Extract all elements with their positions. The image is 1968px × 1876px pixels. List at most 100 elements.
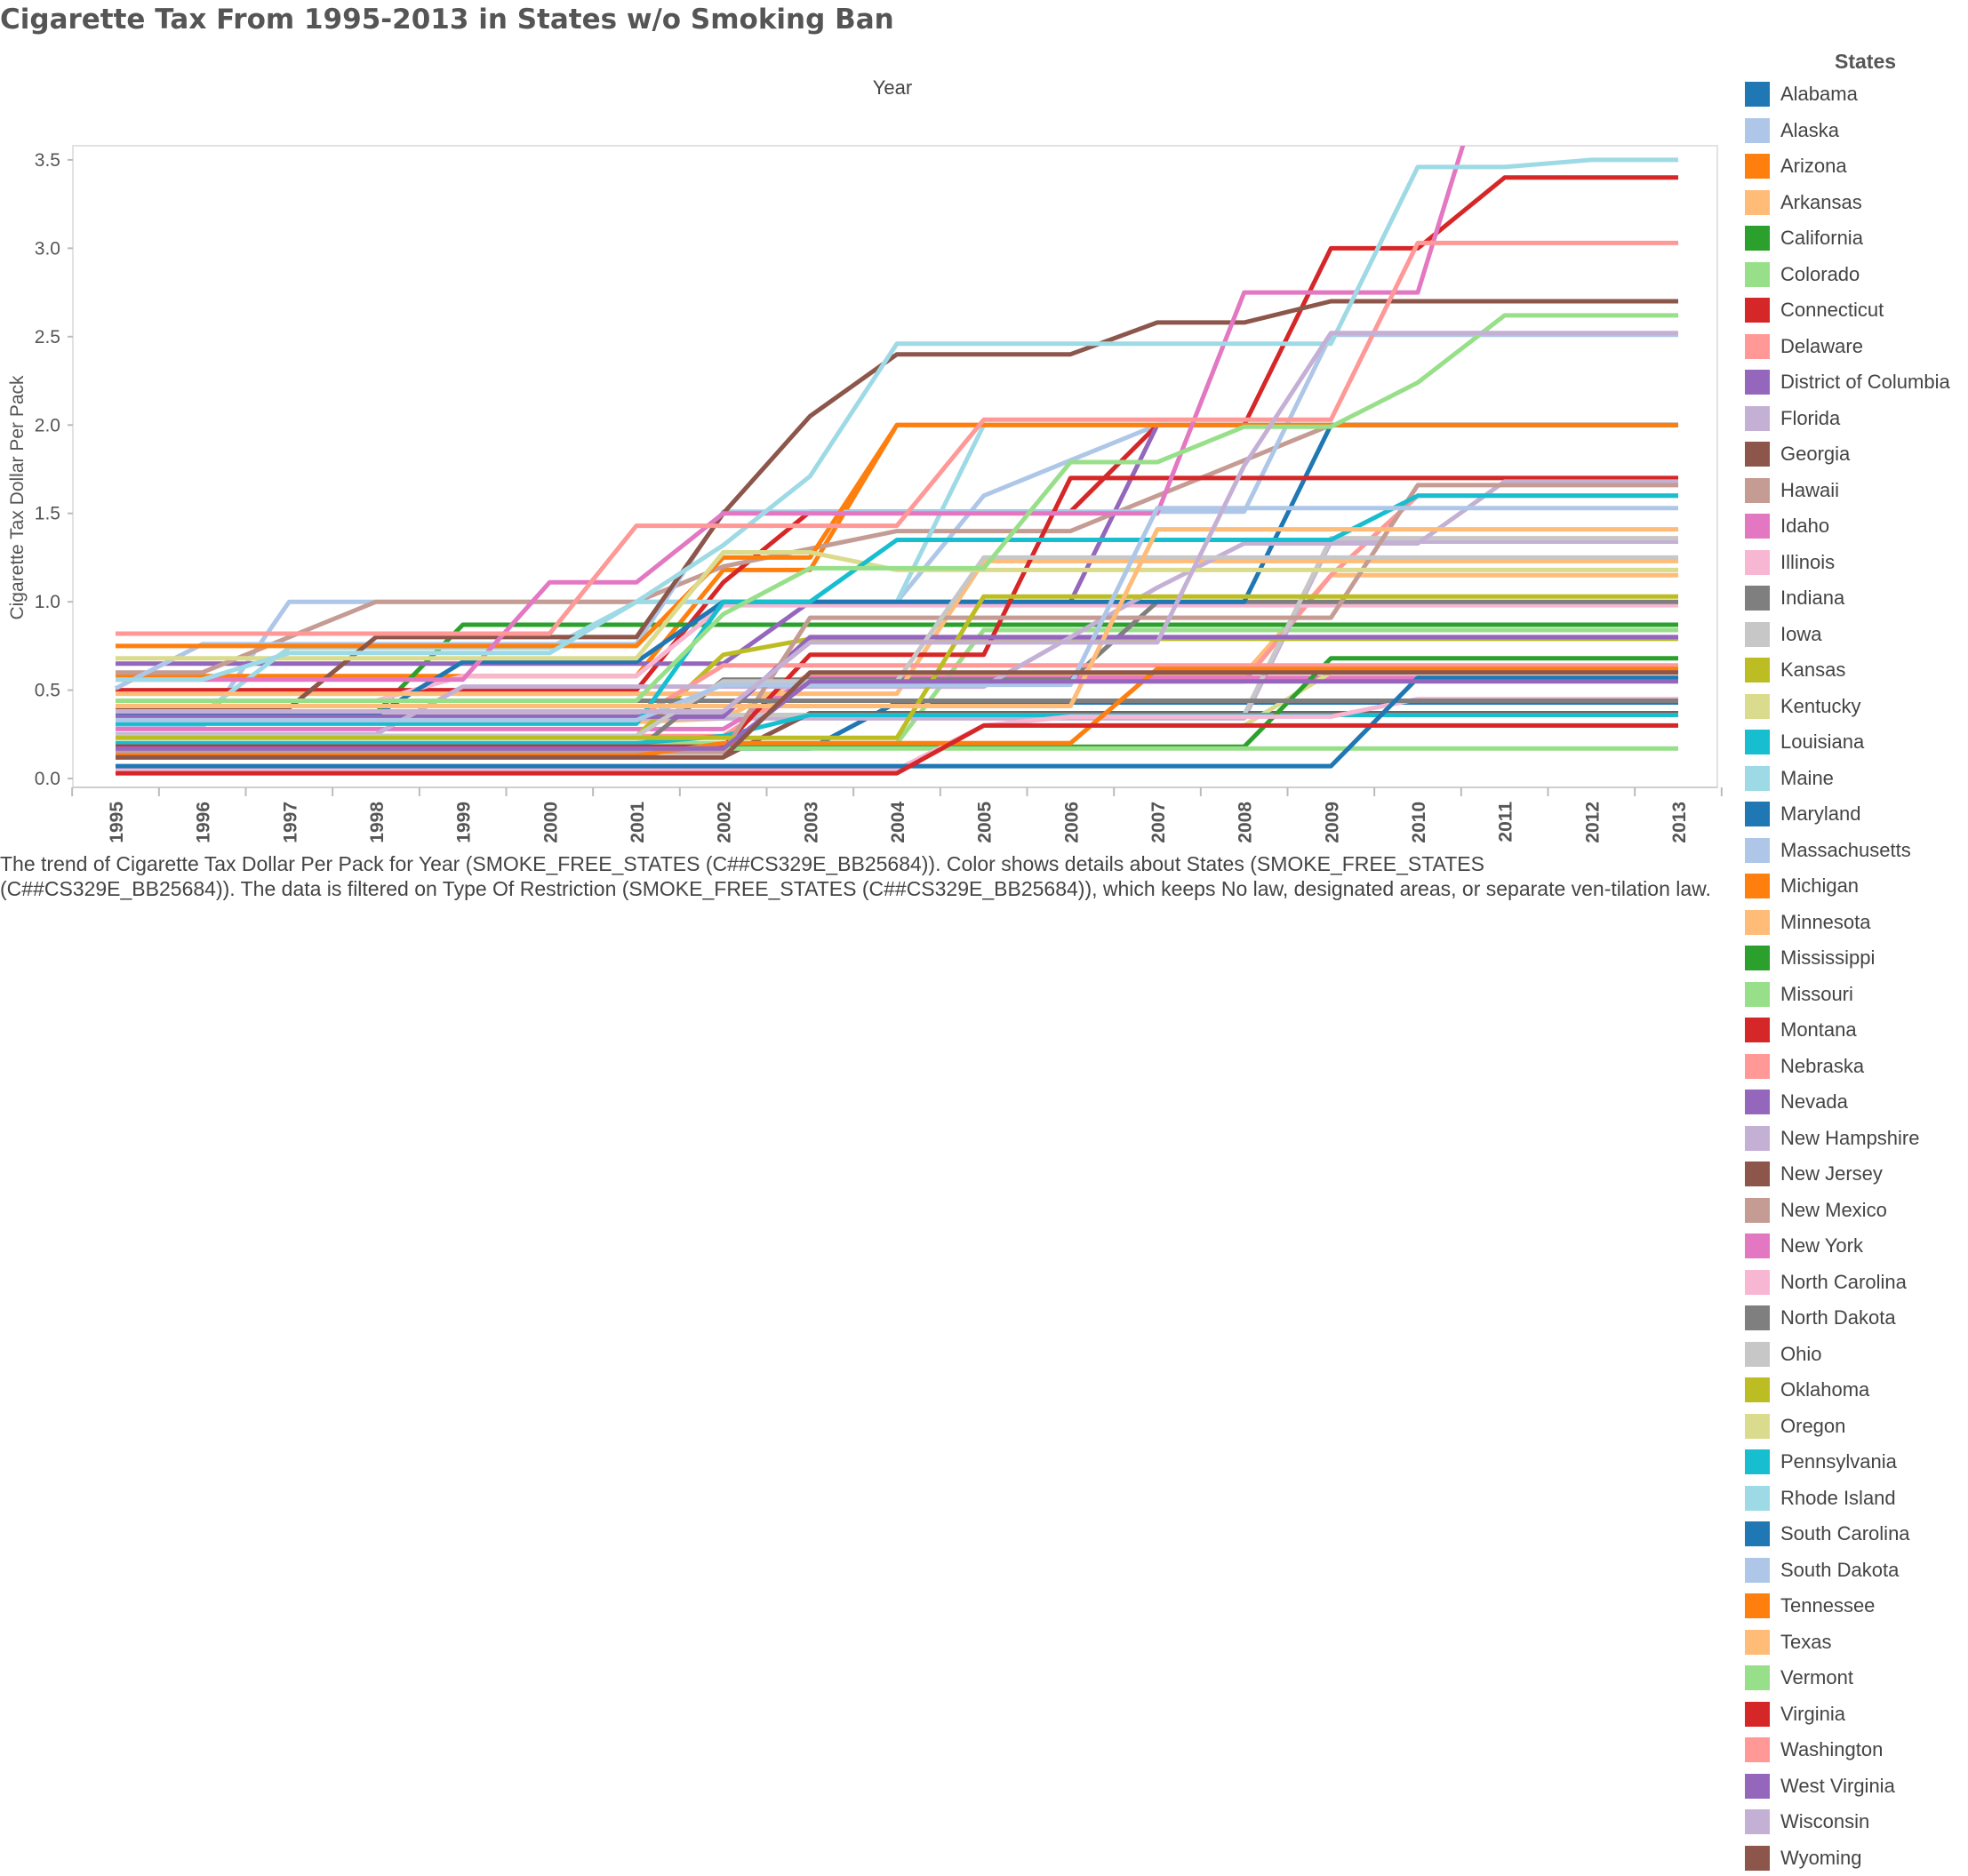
legend-item[interactable]: Virginia: [1745, 1696, 1950, 1733]
y-tick-label: 2.0: [35, 415, 60, 435]
legend-swatch: [1745, 1090, 1770, 1114]
legend-item[interactable]: Alaska: [1745, 113, 1950, 149]
legend-item[interactable]: District of Columbia: [1745, 364, 1950, 401]
legend-item[interactable]: North Carolina: [1745, 1265, 1950, 1301]
legend-item[interactable]: Ohio: [1745, 1337, 1950, 1373]
legend-item[interactable]: Hawaii: [1745, 473, 1950, 509]
legend-label: Nebraska: [1780, 1055, 1864, 1078]
legend-label: Montana: [1780, 1018, 1857, 1042]
legend-item[interactable]: Illinois: [1745, 545, 1950, 581]
legend-item[interactable]: Delaware: [1745, 329, 1950, 365]
legend-swatch: [1745, 658, 1770, 683]
legend-item[interactable]: Minnesota: [1745, 905, 1950, 941]
legend-swatch: [1745, 1414, 1770, 1439]
legend-swatch: [1745, 118, 1770, 143]
legend-item[interactable]: Texas: [1745, 1625, 1950, 1661]
legend-swatch: [1745, 406, 1770, 431]
legend-swatch: [1745, 766, 1770, 791]
legend-swatch: [1745, 1630, 1770, 1655]
legend-label: North Carolina: [1780, 1271, 1907, 1294]
legend-item[interactable]: Maine: [1745, 761, 1950, 797]
legend-label: Florida: [1780, 407, 1840, 430]
legend-swatch: [1745, 946, 1770, 970]
legend-swatch: [1745, 1486, 1770, 1511]
x-tick-label: 2003: [801, 802, 821, 843]
legend-item[interactable]: New York: [1745, 1228, 1950, 1265]
x-tick-label: 2006: [1061, 802, 1082, 843]
legend-item[interactable]: Connecticut: [1745, 292, 1950, 329]
legend-item[interactable]: Louisiana: [1745, 724, 1950, 761]
legend-item[interactable]: Kansas: [1745, 652, 1950, 689]
legend-item[interactable]: Kentucky: [1745, 689, 1950, 725]
legend-item[interactable]: Oklahoma: [1745, 1372, 1950, 1409]
legend-swatch: [1745, 622, 1770, 647]
legend-swatch: [1745, 730, 1770, 754]
x-tick-label: 1997: [280, 802, 300, 843]
legend-item[interactable]: Washington: [1745, 1732, 1950, 1768]
legend-item[interactable]: Michigan: [1745, 868, 1950, 905]
y-tick-label: 0.5: [35, 681, 60, 701]
legend-item[interactable]: South Carolina: [1745, 1516, 1950, 1553]
legend-item[interactable]: Arkansas: [1745, 185, 1950, 221]
legend-label: Nevada: [1780, 1090, 1848, 1114]
legend-item[interactable]: Arizona: [1745, 148, 1950, 185]
legend-item[interactable]: New Hampshire: [1745, 1121, 1950, 1157]
legend-item[interactable]: Florida: [1745, 401, 1950, 437]
legend-item[interactable]: North Dakota: [1745, 1300, 1950, 1337]
legend-item[interactable]: Indiana: [1745, 580, 1950, 617]
legend-item[interactable]: Maryland: [1745, 796, 1950, 833]
x-axis-title: Year: [873, 76, 912, 99]
legend-item[interactable]: Vermont: [1745, 1660, 1950, 1696]
legend-item[interactable]: West Virginia: [1745, 1768, 1950, 1805]
legend-swatch: [1745, 802, 1770, 826]
legend-label: South Dakota: [1780, 1559, 1899, 1582]
y-tick-label: 3.5: [35, 150, 60, 171]
legend-label: South Carolina: [1780, 1522, 1910, 1545]
legend-label: Minnesota: [1780, 911, 1871, 934]
legend-label: Indiana: [1780, 587, 1844, 610]
legend-swatch: [1745, 514, 1770, 539]
legend-item[interactable]: Wyoming: [1745, 1840, 1950, 1876]
x-tick-label: 2008: [1236, 802, 1256, 843]
x-tick-label: 2011: [1496, 802, 1516, 842]
legend-item[interactable]: Massachusetts: [1745, 833, 1950, 869]
legend-label: Oregon: [1780, 1415, 1845, 1438]
legend-item[interactable]: Montana: [1745, 1012, 1950, 1049]
y-tick-label: 0.0: [35, 769, 60, 789]
legend-item[interactable]: Missouri: [1745, 977, 1950, 1013]
legend-label: Louisiana: [1780, 730, 1864, 754]
legend-item[interactable]: Iowa: [1745, 617, 1950, 653]
legend-label: Vermont: [1780, 1666, 1853, 1689]
legend-label: Iowa: [1780, 623, 1821, 646]
y-tick-label: 3.0: [35, 238, 60, 259]
legend-item[interactable]: Nevada: [1745, 1084, 1950, 1121]
x-tick-label: 2010: [1409, 802, 1429, 843]
legend-item[interactable]: Pennsylvania: [1745, 1444, 1950, 1481]
legend-item[interactable]: Mississippi: [1745, 940, 1950, 977]
legend-item[interactable]: Rhode Island: [1745, 1481, 1950, 1517]
legend-swatch: [1745, 1126, 1770, 1151]
y-tick-label: 2.5: [35, 327, 60, 347]
legend-item[interactable]: California: [1745, 220, 1950, 257]
legend-item[interactable]: Georgia: [1745, 436, 1950, 473]
x-tick-label: 1995: [107, 802, 127, 843]
legend-item[interactable]: Alabama: [1745, 76, 1950, 113]
legend-label: Kansas: [1780, 659, 1845, 682]
legend-item[interactable]: Wisconsin: [1745, 1804, 1950, 1840]
legend-item[interactable]: Tennessee: [1745, 1588, 1950, 1625]
legend-item[interactable]: South Dakota: [1745, 1553, 1950, 1589]
legend-item[interactable]: Nebraska: [1745, 1049, 1950, 1085]
legend-item[interactable]: New Mexico: [1745, 1193, 1950, 1229]
legend-item[interactable]: New Jersey: [1745, 1156, 1950, 1193]
legend-label: Maryland: [1780, 802, 1860, 826]
legend-item[interactable]: Oregon: [1745, 1409, 1950, 1445]
legend-item[interactable]: Colorado: [1745, 257, 1950, 293]
y-axis-title: Cigarette Tax Dollar Per Pack: [7, 375, 28, 620]
legend-swatch: [1745, 334, 1770, 359]
legend-label: District of Columbia: [1780, 371, 1950, 394]
x-tick-label: 2001: [628, 802, 648, 843]
legend-item[interactable]: Idaho: [1745, 508, 1950, 545]
